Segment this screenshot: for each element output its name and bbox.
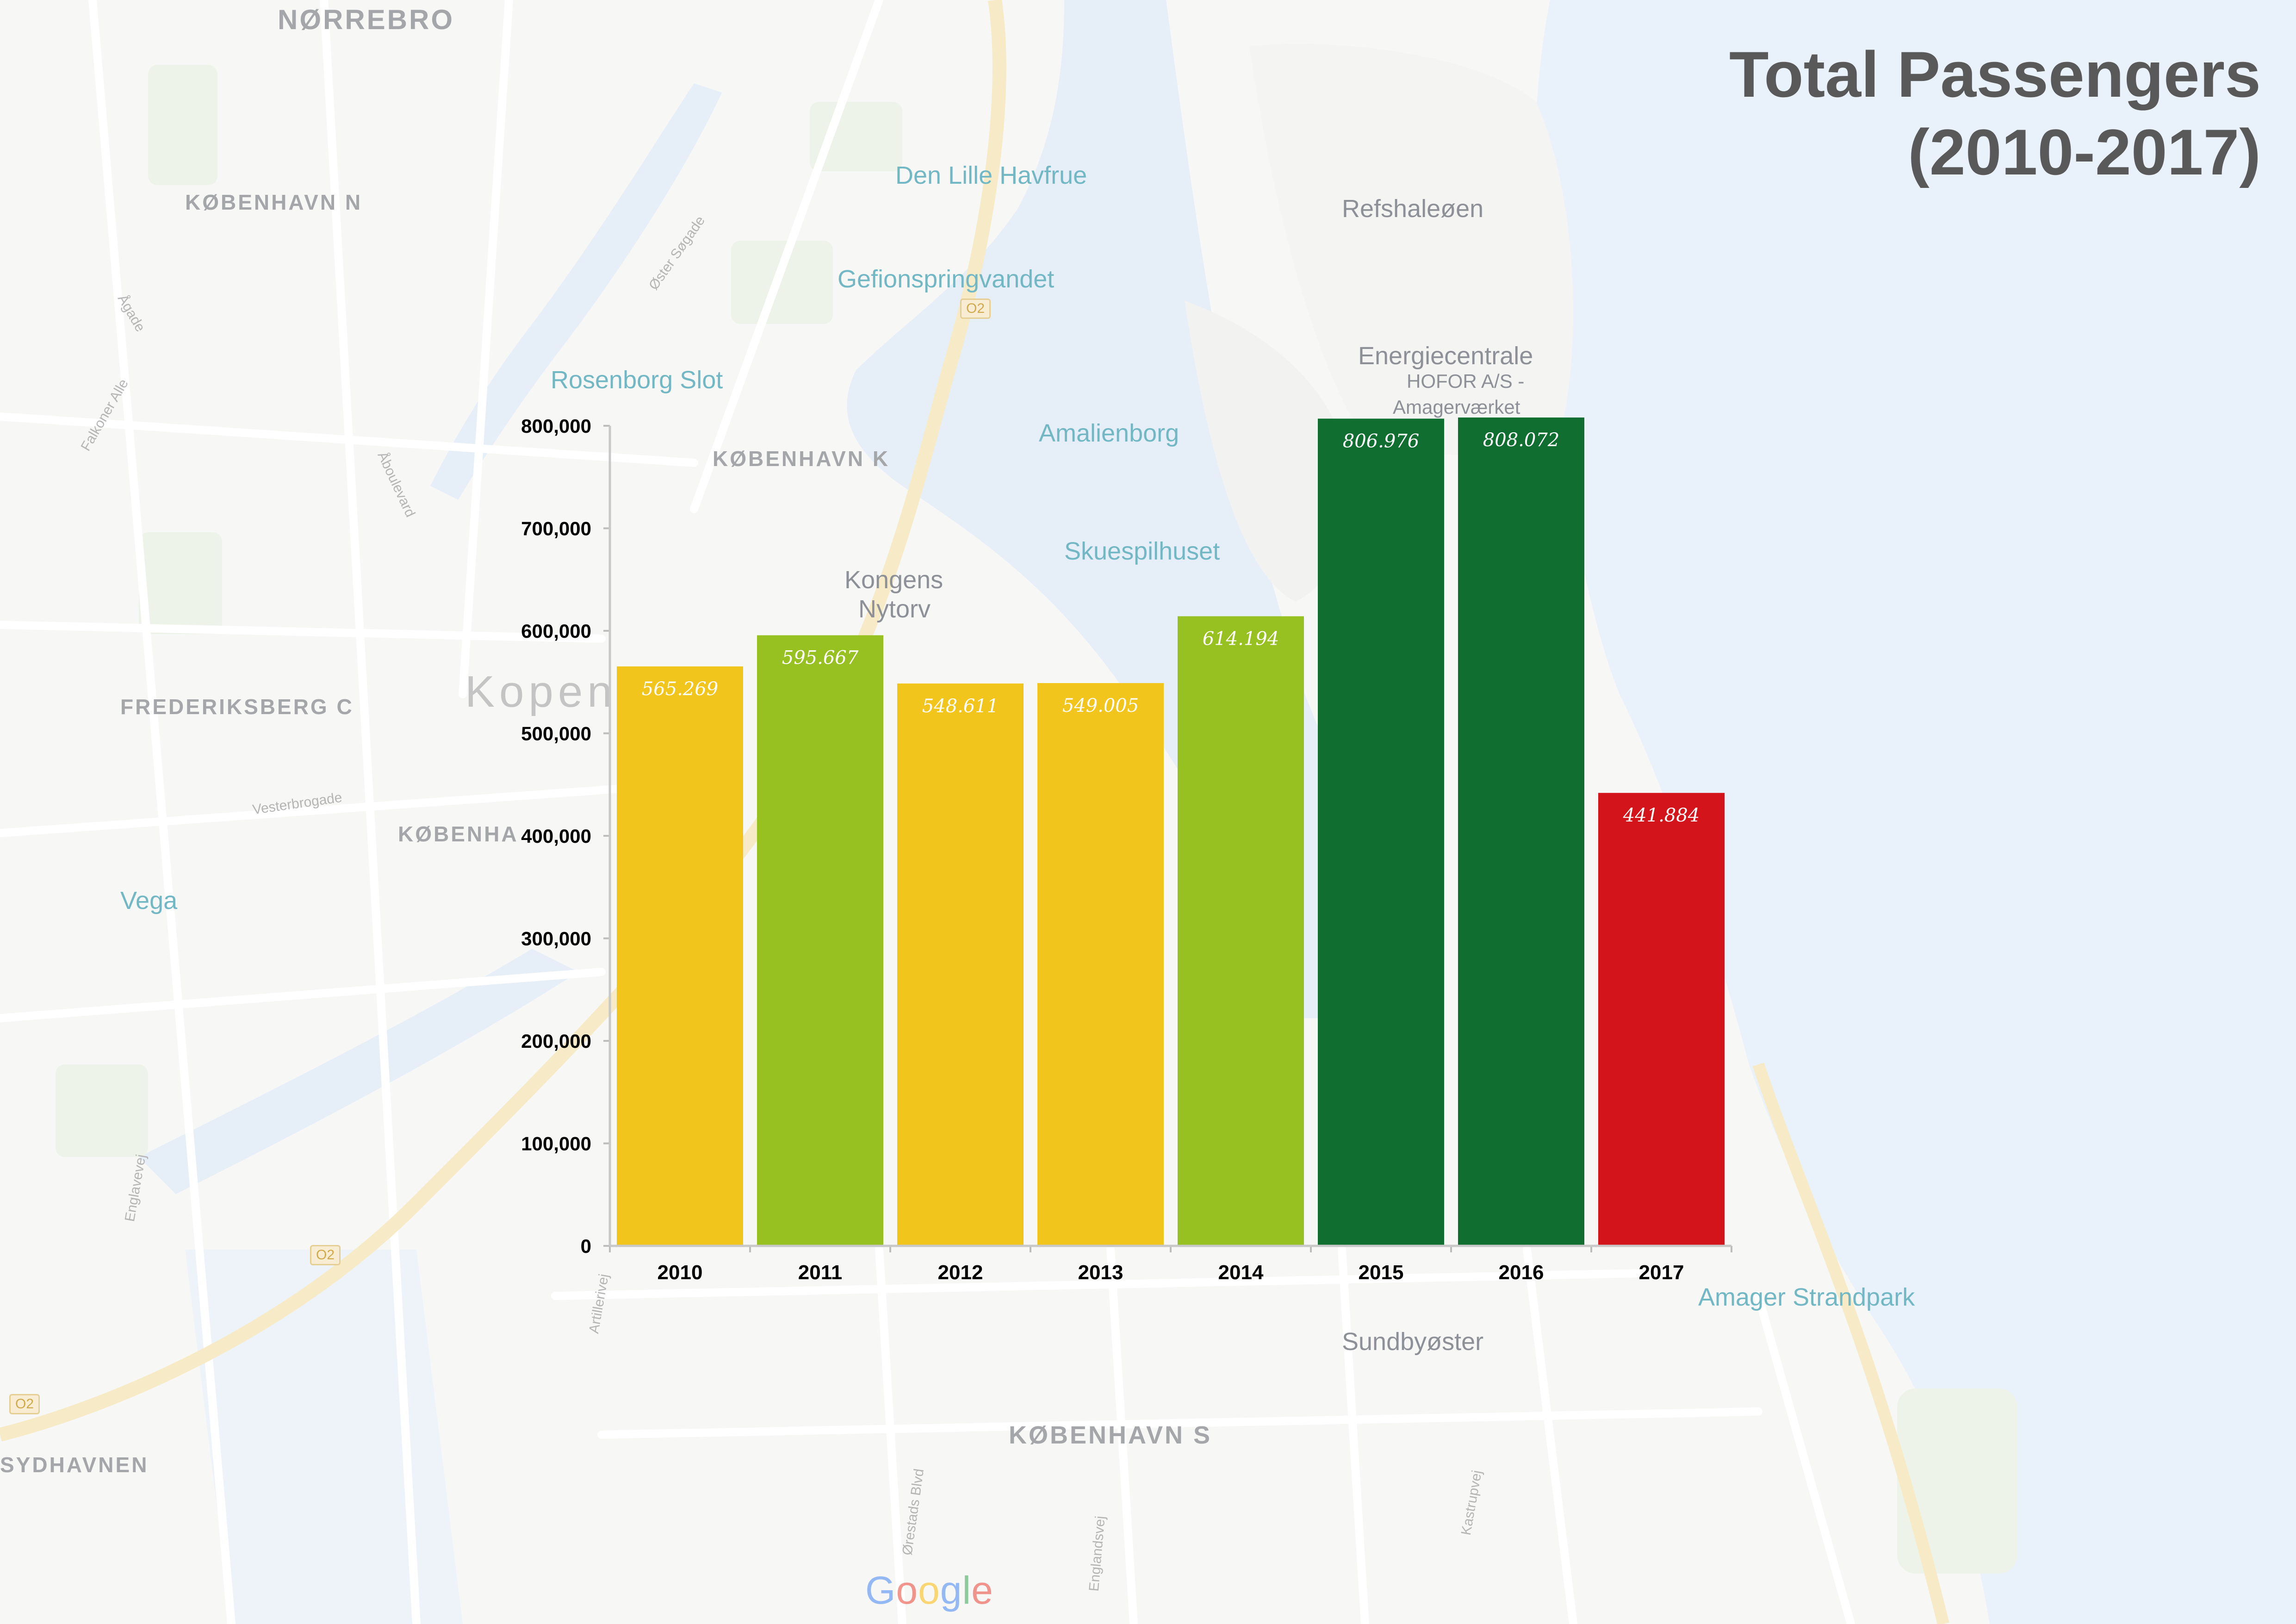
refshaleoen-island bbox=[1249, 44, 1573, 455]
map-label-nytorv: Nytorv bbox=[858, 595, 931, 623]
lakes bbox=[430, 83, 722, 500]
map-label-energiecentrale: Energiecentrale bbox=[1358, 342, 1533, 370]
x-tick-label-2010: 2010 bbox=[658, 1261, 703, 1284]
x-tick-label-2014: 2014 bbox=[1218, 1261, 1264, 1284]
data-label-2011: 595.667 bbox=[782, 647, 859, 669]
map-label-kobenhavn-s: KØBENHAVN S bbox=[1009, 1421, 1212, 1449]
map-label-vega: Vega bbox=[120, 887, 178, 915]
data-label-2016: 808.072 bbox=[1483, 429, 1559, 451]
map-label-hofor: HOFOR A/S - bbox=[1407, 370, 1525, 392]
sydhavn-docks bbox=[185, 1250, 463, 1624]
bar-2010 bbox=[617, 666, 743, 1246]
park-1 bbox=[731, 241, 833, 324]
map-label-amalienborg: Amalienborg bbox=[1039, 419, 1179, 447]
map-label-kopen: Kopen bbox=[465, 667, 617, 716]
map-label-kobenhavn-k: KØBENHAVN K bbox=[713, 447, 890, 471]
bar-2017 bbox=[1598, 793, 1725, 1246]
google-logo: Google bbox=[865, 1568, 993, 1612]
y-tick-label-500000: 500,000 bbox=[521, 723, 591, 745]
sydhavn-canal bbox=[139, 949, 578, 1194]
y-tick-label-400000: 400,000 bbox=[521, 825, 591, 847]
x-tick-label-2015: 2015 bbox=[1359, 1261, 1404, 1284]
map-label-norrebro: NØRREBRO bbox=[278, 4, 455, 35]
chart-title-line-2: (2010-2017) bbox=[1908, 116, 2261, 188]
map-label-kongens: Kongens bbox=[844, 566, 943, 594]
bar-2016 bbox=[1458, 417, 1584, 1246]
labels-layer: 565.269 2010 595.667 2011 548.611 2012 549.005… bbox=[521, 415, 1700, 1284]
map-label-refshaleoen: Refshaleøen bbox=[1342, 195, 1484, 223]
map-label-kobenhavn-n: KØBENHAVN N bbox=[185, 190, 363, 214]
bar-2013 bbox=[1037, 683, 1164, 1246]
bar-2011 bbox=[757, 635, 883, 1246]
bars-layer bbox=[617, 417, 1725, 1246]
street-grid bbox=[0, 0, 1851, 1624]
x-tick-label-2017: 2017 bbox=[1639, 1261, 1684, 1284]
data-label-2014: 614.194 bbox=[1203, 628, 1279, 650]
map-label-amagervaerket: Amagerværket bbox=[1393, 396, 1520, 418]
map-label-den-lille-havfrue: Den Lille Havfrue bbox=[895, 162, 1087, 189]
map-label-sydhavnen: SYDHAVNEN bbox=[0, 1453, 149, 1477]
park-4 bbox=[139, 532, 222, 634]
map-label-amager-strandpark: Amager Strandpark bbox=[1698, 1283, 1915, 1311]
map-label-kobenha: KØBENHA bbox=[398, 822, 519, 846]
x-tick-label-2012: 2012 bbox=[938, 1261, 983, 1284]
y-tick-label-0: 0 bbox=[581, 1235, 591, 1257]
map-label-frederiksberg-c: FREDERIKSBERG C bbox=[120, 695, 354, 719]
map-road-badge-o2-mid: O2 bbox=[310, 1245, 341, 1265]
map-label-gefionspringvandet: Gefionspringvandet bbox=[838, 265, 1055, 293]
x-tick-label-2016: 2016 bbox=[1499, 1261, 1544, 1284]
y-tick-label-100000: 100,000 bbox=[521, 1133, 591, 1155]
data-label-2015: 806.976 bbox=[1343, 431, 1419, 452]
x-tick-label-2013: 2013 bbox=[1078, 1261, 1123, 1284]
axes-layer bbox=[603, 425, 1732, 1252]
sea-water bbox=[1534, 0, 2296, 1624]
bar-2012 bbox=[897, 683, 1024, 1246]
coast-road bbox=[1752, 1062, 1949, 1624]
map-road-badge-o2-top: O2 bbox=[960, 299, 991, 319]
map-label-rosenborg-slot: Rosenborg Slot bbox=[551, 366, 723, 394]
data-label-2017: 441.884 bbox=[1623, 805, 1700, 826]
y-tick-label-600000: 600,000 bbox=[521, 620, 591, 642]
y-tick-label-800000: 800,000 bbox=[521, 415, 591, 437]
data-label-2012: 548.611 bbox=[922, 696, 999, 717]
y-tick-label-700000: 700,000 bbox=[521, 518, 591, 540]
bar-2014 bbox=[1178, 616, 1304, 1246]
park-3 bbox=[148, 65, 217, 185]
y-tick-label-300000: 300,000 bbox=[521, 928, 591, 950]
y-tick-label-200000: 200,000 bbox=[521, 1030, 591, 1052]
map-label-sundbyoster: Sundbyøster bbox=[1342, 1328, 1484, 1356]
chart-title-line-1: Total Passengers bbox=[1729, 38, 2261, 111]
data-label-2013: 549.005 bbox=[1062, 695, 1139, 716]
data-label-2010: 565.269 bbox=[642, 678, 718, 700]
bar-2015 bbox=[1318, 418, 1444, 1246]
map-road-badge-o2-left: O2 bbox=[9, 1394, 40, 1414]
park-5 bbox=[56, 1064, 148, 1157]
map-label-skuespilhuset: Skuespilhuset bbox=[1064, 537, 1220, 565]
park-6 bbox=[1897, 1388, 2017, 1574]
holmen-island bbox=[1185, 301, 1351, 602]
x-tick-label-2011: 2011 bbox=[798, 1261, 842, 1284]
